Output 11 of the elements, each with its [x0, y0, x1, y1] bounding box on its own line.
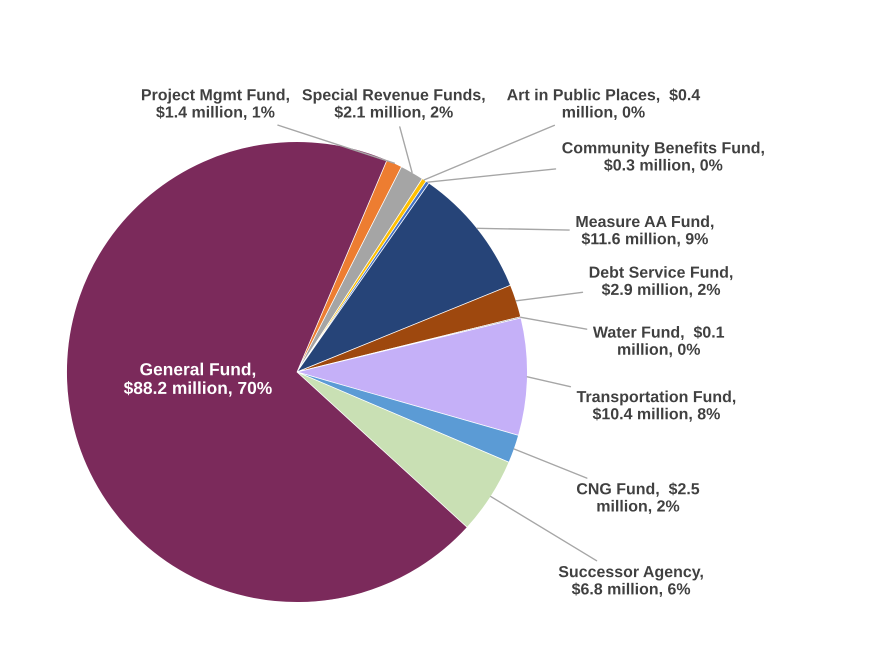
slice-label: Community Benefits Fund, $0.3 million, 0% — [562, 142, 764, 173]
slice-label: Debt Service Fund, $2.9 million, 2% — [590, 266, 732, 298]
slice-label: Project Mgmt Fund, $1.4 million, 1% — [142, 88, 289, 120]
slice-label: CNG Fund, $2.5 million, 2% — [576, 482, 700, 514]
slice-label: Water Fund, $0.1 million, 0% — [592, 326, 724, 358]
slice-label: Special Revenue Funds, $2.1 million, 2% — [302, 88, 485, 120]
slice-label: General Fund, $88.2 million, 70% — [124, 362, 272, 397]
slice-label: Transportation Fund, $10.4 million, 8% — [576, 390, 736, 422]
slice-label: Art in Public Places, $0.4 million, 0% — [507, 88, 700, 120]
slice-label: Measure AA Fund, $11.6 million, 9% — [576, 215, 714, 247]
slice-label: Successor Agency, $6.8 million, 6% — [558, 566, 703, 597]
